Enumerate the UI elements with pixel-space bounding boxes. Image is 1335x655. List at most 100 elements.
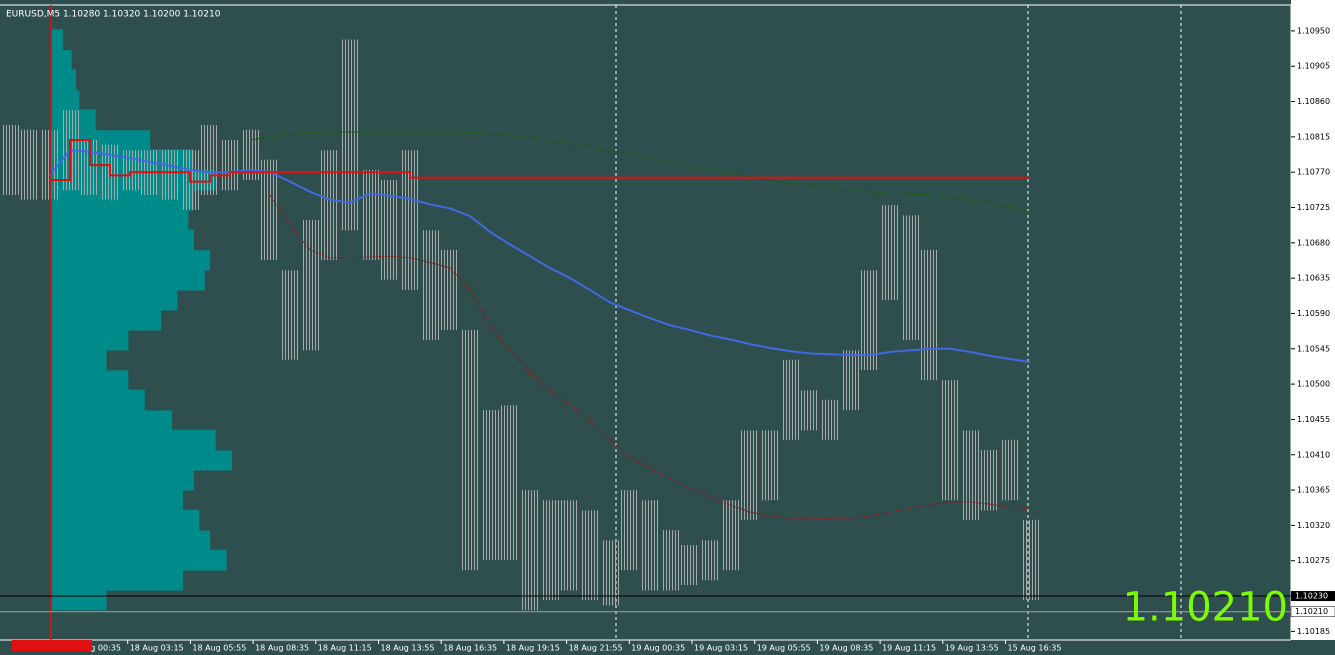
y-tick-label: 1.10860	[1297, 97, 1330, 106]
price-bar	[521, 490, 539, 611]
price-bar	[441, 249, 459, 330]
price-bar	[421, 230, 439, 341]
y-tick-label: 1.10635	[1297, 274, 1330, 283]
x-tick-label: 18 Aug 16:35	[443, 644, 497, 653]
price-bar	[941, 380, 959, 501]
profile-row	[52, 590, 107, 611]
x-tick-label: 19 Aug 13:55	[945, 644, 999, 653]
y-tick-label: 1.10320	[1297, 521, 1330, 530]
profile-row	[52, 490, 183, 511]
bid-box	[1290, 606, 1335, 617]
profile-row	[52, 250, 211, 271]
y-tick-label: 1.10770	[1297, 168, 1330, 177]
y-tick-label: 1.10365	[1297, 486, 1330, 495]
x-tick-label: 18 Aug 00:35	[67, 644, 121, 653]
profile-row	[52, 69, 76, 91]
profile-row	[52, 290, 178, 311]
price-bar	[781, 359, 799, 440]
indicator-line	[269, 194, 1031, 519]
x-tick-label: 19 Aug 11:15	[882, 644, 936, 653]
profile-row	[52, 410, 172, 431]
price-bar	[861, 270, 879, 370]
price-bar	[201, 125, 219, 195]
price-bars	[1, 39, 1039, 611]
price-bar	[601, 540, 619, 606]
price-bar	[541, 500, 559, 600]
price-bar	[21, 129, 39, 200]
price-bar	[641, 500, 659, 591]
y-tick-label: 1.10500	[1297, 380, 1330, 389]
price-bar	[921, 249, 939, 381]
price-bar	[221, 140, 239, 191]
price-bar	[961, 430, 979, 520]
price-bar	[761, 430, 779, 501]
cursor-time-box	[12, 640, 92, 651]
price-bar	[81, 140, 99, 195]
price-bar	[821, 399, 839, 440]
price-bar	[121, 150, 139, 191]
price-bar	[881, 205, 899, 301]
price-axis-panel	[1291, 0, 1335, 640]
x-tick-label: 19 Aug 00:35	[631, 644, 685, 653]
y-tick-label: 1.10455	[1297, 415, 1330, 424]
profile-row	[52, 370, 129, 391]
y-tick-label: 1.10725	[1297, 203, 1330, 212]
chart-header: EURUSD,M5 1.10280 1.10320 1.10200 1.1021…	[6, 10, 221, 20]
price-bar	[381, 180, 399, 280]
ask-label: 1.10230	[1295, 592, 1328, 601]
price-bar	[1001, 439, 1019, 501]
indicator-line	[49, 149, 1031, 364]
profile-row	[52, 349, 107, 371]
indicator-line	[249, 131, 1031, 213]
price-bar	[401, 150, 419, 290]
price-bar	[581, 510, 599, 600]
price-bar	[681, 545, 699, 586]
price-bar	[361, 169, 379, 261]
profile-row	[52, 549, 227, 571]
x-tick-label: 18 Aug 05:55	[192, 644, 246, 653]
x-tick-label: 18 Aug 11:15	[318, 644, 372, 653]
price-bar	[321, 150, 339, 261]
y-tick-label: 1.10905	[1297, 62, 1330, 71]
price-bar	[801, 390, 819, 431]
profile-row	[52, 509, 200, 531]
price-bar	[741, 430, 759, 520]
x-tick-label: 18 Aug 21:55	[569, 644, 623, 653]
profile-row	[52, 269, 205, 291]
price-bar	[501, 405, 519, 560]
x-tick-label: 19 Aug 03:15	[694, 644, 748, 653]
price-bar	[1021, 519, 1039, 600]
y-tick-label: 1.10590	[1297, 309, 1330, 318]
profile-row	[52, 450, 232, 471]
profile-row	[52, 29, 63, 51]
profile-row	[52, 90, 80, 111]
ask-box	[1291, 591, 1335, 602]
profile-row	[52, 389, 145, 411]
profile-row	[52, 309, 162, 331]
price-bar	[621, 490, 639, 571]
indicator-line	[50, 139, 1030, 183]
price-bar	[661, 530, 679, 591]
y-tick-label: 1.10815	[1297, 132, 1330, 141]
profile-row	[52, 50, 72, 71]
price-bar	[41, 129, 59, 200]
y-tick-label: 1.10275	[1297, 556, 1330, 565]
profile-row	[52, 229, 194, 251]
price-bar	[701, 540, 719, 581]
profile-row	[52, 330, 129, 351]
y-tick-label: 1.10950	[1297, 26, 1330, 35]
profile-row	[52, 429, 216, 451]
price-bar	[461, 329, 479, 571]
price-bar	[341, 39, 359, 231]
x-tick-label: 18 Aug 08:35	[255, 644, 309, 653]
x-tick-label: 19 Aug 08:35	[819, 644, 873, 653]
indicator-lines	[49, 131, 1031, 519]
axes: 1.10950 1.10905 1.10860 1.10815 1.10770 1.107…	[0, 26, 1335, 653]
price-bar	[261, 159, 279, 261]
profile-row	[52, 210, 189, 231]
y-tick-label: 1.10545	[1297, 344, 1330, 353]
x-tick-label: 19 Aug 05:55	[757, 644, 811, 653]
y-tick-label: 1.10410	[1297, 450, 1330, 459]
y-tick-label: 1.10680	[1297, 238, 1330, 247]
